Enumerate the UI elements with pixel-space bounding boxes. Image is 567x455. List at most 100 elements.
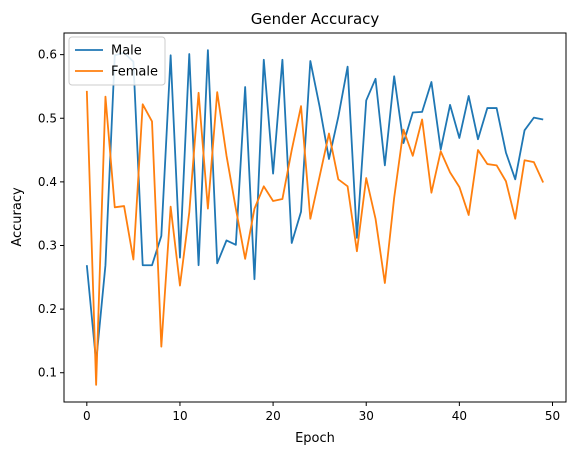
data-point-female [374,218,376,220]
data-point-male [235,244,237,246]
data-point-female [318,175,320,177]
data-point-male [505,151,507,153]
data-point-female [207,207,209,209]
data-point-female [467,214,469,216]
y-tick-label: 0.6 [38,48,57,62]
x-tick-label: 0 [83,409,91,423]
data-point-male [253,278,255,280]
data-point-male [467,95,469,97]
data-point-female [421,118,423,120]
data-point-female [160,345,162,347]
data-point-male [141,264,143,266]
data-point-female [216,91,218,93]
data-point-male [291,242,293,244]
data-point-female [402,129,404,131]
data-point-male [169,54,171,56]
legend-label-female: Female [111,65,158,80]
data-point-male [514,178,516,180]
data-point-female [495,164,497,166]
data-point-female [132,258,134,260]
data-point-female [346,185,348,187]
legend: Male Female [68,36,166,86]
data-point-male [197,264,199,266]
data-point-female [430,191,432,193]
x-tick-label: 40 [452,409,467,423]
data-point-male [523,129,525,131]
data-point-female [412,155,414,157]
data-point-female [95,384,97,386]
data-point-female [291,149,293,151]
data-point-female [86,90,88,92]
data-point-female [542,181,544,183]
series-line-female [85,90,544,386]
data-point-male [337,116,339,118]
data-point-male [421,111,423,113]
data-point-female [253,207,255,209]
data-point-male [495,107,497,109]
data-point-male [309,60,311,62]
y-tick-label: 0.2 [38,302,57,316]
data-point-male [346,66,348,68]
data-point-female [197,92,199,94]
axes-frame [63,32,567,403]
data-point-female [328,132,330,134]
data-point-male [393,75,395,77]
data-point-male [86,264,88,266]
data-point-male [300,211,302,213]
data-point-male [160,235,162,237]
data-point-female [533,161,535,163]
legend-label-male: Male [111,44,142,59]
x-tick-label: 10 [172,409,187,423]
data-point-female [309,218,311,220]
data-point-female [141,103,143,105]
data-point-male [477,138,479,140]
data-point-female [356,250,358,252]
data-point-male [225,239,227,241]
data-point-female [523,159,525,161]
x-tick-label: 30 [359,409,374,423]
data-point-female [225,155,227,157]
data-point-male [458,137,460,139]
data-point-female [449,171,451,173]
data-point-female [514,218,516,220]
data-point-male [486,107,488,109]
data-point-female [244,258,246,260]
x-tick-label: 20 [265,409,280,423]
y-tick-label: 0.5 [38,111,57,125]
data-point-male [449,104,451,106]
data-point-male [188,53,190,55]
data-point-male [263,59,265,61]
data-point-male [104,264,106,266]
data-point-female [169,205,171,207]
data-point-male [374,78,376,80]
plot-area [85,49,544,386]
data-point-female [114,206,116,208]
data-point-male [430,81,432,83]
data-point-female [235,207,237,209]
data-point-female [272,200,274,202]
series-line-male [85,49,544,363]
data-point-male [412,111,414,113]
data-point-male [216,262,218,264]
y-axis-label: Accuracy [10,187,25,247]
y-tick-label: 0.1 [38,366,57,380]
data-point-female [440,150,442,152]
data-point-female [458,186,460,188]
data-point-female [365,177,367,179]
data-point-female [300,105,302,107]
data-point-male [272,172,274,174]
data-point-female [393,197,395,199]
data-point-male [179,256,181,258]
axes: 0 10 20 30 40 50 0.1 0.2 0.3 0.4 0.5 0.6 [38,32,567,423]
data-point-male [318,106,320,108]
data-point-male [384,164,386,166]
x-tick-label: 50 [545,409,560,423]
data-point-female [123,205,125,207]
data-point-female [505,180,507,182]
data-point-female [151,120,153,122]
data-point-male [533,116,535,118]
x-axis-label: Epoch [295,431,335,446]
legend-box [68,36,166,86]
data-point-male [151,264,153,266]
